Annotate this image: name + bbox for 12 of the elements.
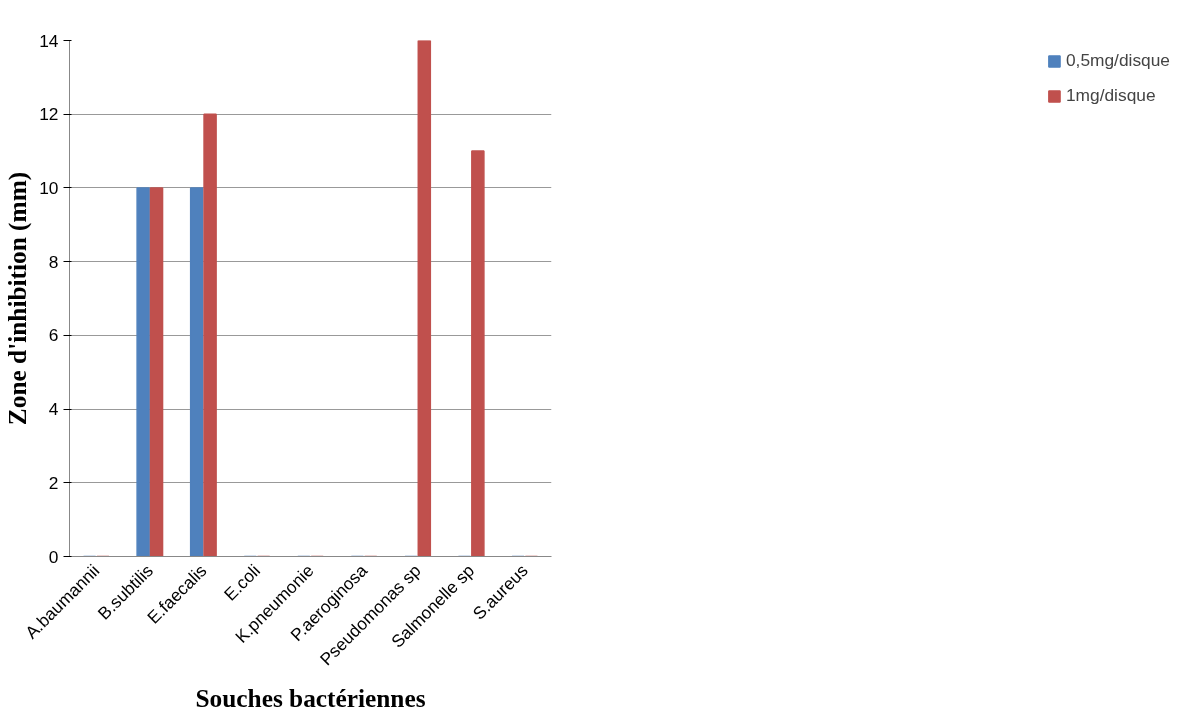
- y-tick-label: 0: [48, 546, 59, 567]
- y-tick-label: 8: [48, 251, 59, 272]
- y-tick-label: 12: [39, 104, 59, 125]
- y-axis-title: Zone d'inhibition (mm): [3, 171, 33, 426]
- legend-label: 1mg/disque: [1065, 85, 1156, 106]
- x-axis-title: Souches bactériennes: [195, 684, 426, 713]
- y-tick-label: 6: [48, 325, 59, 346]
- y-tick-label: 14: [39, 30, 59, 51]
- legend-label: 0,5mg/disque: [1065, 50, 1170, 71]
- y-tick-label: 4: [48, 399, 59, 420]
- y-tick-label: 10: [39, 177, 59, 198]
- y-tick-label: 2: [48, 472, 59, 493]
